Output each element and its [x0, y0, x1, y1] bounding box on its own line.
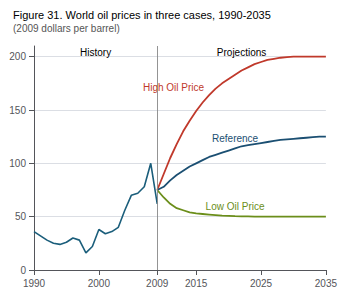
- svg-text:2009: 2009: [146, 278, 169, 289]
- svg-text:200: 200: [9, 51, 26, 62]
- svg-text:Reference: Reference: [212, 133, 259, 144]
- svg-text:Projections: Projections: [217, 47, 266, 58]
- svg-text:150: 150: [9, 105, 26, 116]
- svg-text:1990: 1990: [23, 278, 46, 289]
- svg-text:Low Oil Price: Low Oil Price: [206, 201, 265, 212]
- svg-text:2015: 2015: [185, 278, 208, 289]
- svg-text:50: 50: [15, 211, 27, 222]
- svg-text:History: History: [80, 47, 111, 58]
- svg-text:0: 0: [20, 265, 26, 276]
- svg-text:2000: 2000: [88, 278, 111, 289]
- svg-text:(2009 dollars per barrel): (2009 dollars per barrel): [13, 23, 120, 34]
- svg-text:Figure 31. World oil prices in: Figure 31. World oil prices in three cas…: [13, 9, 271, 21]
- svg-text:100: 100: [9, 158, 26, 169]
- svg-text:2025: 2025: [250, 278, 273, 289]
- svg-text:High Oil Price: High Oil Price: [143, 82, 205, 93]
- svg-text:2035: 2035: [315, 278, 338, 289]
